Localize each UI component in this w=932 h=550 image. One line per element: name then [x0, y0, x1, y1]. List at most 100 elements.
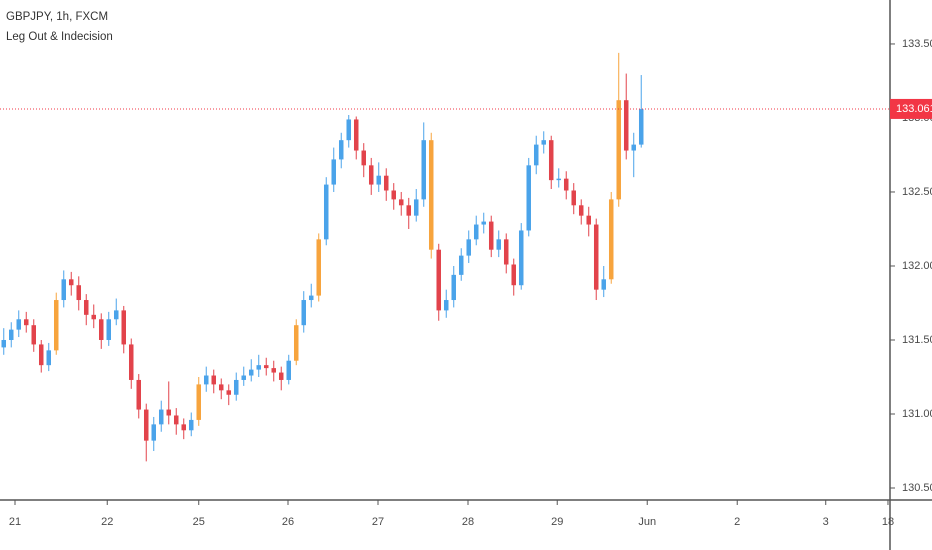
- candle-body: [331, 159, 336, 185]
- candle-body: [346, 119, 351, 141]
- candle-body: [113, 310, 119, 320]
- candle-body: [83, 300, 89, 315]
- candle-body: [518, 230, 524, 286]
- candle-body: [293, 325, 299, 361]
- candle-body: [188, 419, 194, 431]
- candle-body: [376, 175, 381, 185]
- candle-body: [203, 375, 209, 385]
- y-tick-label: 133.500: [902, 38, 932, 50]
- candle-body: [316, 239, 321, 296]
- candle-body: [173, 415, 179, 425]
- candle-body: [406, 205, 411, 216]
- candle-body: [488, 221, 494, 250]
- candle-body: [151, 424, 156, 441]
- candle-body: [271, 368, 276, 373]
- y-tick-label: 130.500: [902, 482, 932, 494]
- candle-body: [68, 279, 74, 286]
- candle-body: [278, 372, 284, 380]
- x-tick-label: 21: [9, 516, 21, 528]
- candle-body: [286, 360, 291, 380]
- candle-body: [616, 100, 621, 200]
- candle-body: [496, 239, 501, 250]
- candle-body: [541, 140, 546, 145]
- candle-body: [248, 369, 254, 376]
- candle-body: [548, 140, 554, 181]
- candle-body: [38, 344, 44, 366]
- candle-body: [106, 319, 111, 340]
- candle-body: [473, 224, 479, 240]
- x-tick-label: 25: [193, 516, 205, 528]
- candle-body: [391, 190, 396, 200]
- candle-body: [241, 375, 246, 380]
- candle-body: [361, 150, 366, 166]
- candle-body: [61, 279, 66, 301]
- y-tick-label: 132.000: [902, 260, 932, 272]
- candle-body: [301, 300, 306, 326]
- last-price-box: [890, 98, 932, 119]
- x-tick-label: 26: [282, 516, 294, 528]
- candle-body: [563, 178, 569, 191]
- y-tick-label: 131.000: [902, 408, 932, 420]
- candle-body: [451, 274, 456, 301]
- candle-body: [233, 379, 239, 395]
- candle-body: [458, 255, 464, 275]
- candle-body: [323, 184, 329, 240]
- candle-body: [353, 119, 359, 151]
- candle-body: [586, 215, 591, 225]
- x-tick-label: 27: [372, 516, 384, 528]
- candle-body: [8, 329, 14, 340]
- candle-body: [166, 409, 171, 416]
- candle-body: [428, 140, 434, 250]
- candle-body: [1, 339, 6, 348]
- candle-body: [631, 144, 636, 151]
- last-price-label: 133.061: [896, 103, 932, 115]
- candle-body: [443, 300, 449, 311]
- candle-body: [263, 365, 269, 369]
- x-tick-label: 28: [462, 516, 474, 528]
- candle-body: [98, 319, 104, 340]
- candle-body: [128, 344, 134, 380]
- x-tick-label: 3: [823, 516, 829, 528]
- candle-body: [368, 165, 374, 185]
- candle-body: [481, 221, 486, 225]
- x-tick-label: Jun: [638, 516, 656, 528]
- y-tick-label: 132.500: [902, 186, 932, 198]
- candle-body: [136, 379, 141, 410]
- candle-body: [421, 140, 426, 200]
- indicator-name: Leg Out & Indecision: [6, 31, 113, 43]
- x-tick-label: 18: [882, 516, 894, 528]
- candle-body: [143, 409, 149, 441]
- candle-body: [638, 109, 644, 145]
- candle-body: [211, 375, 216, 385]
- candle-body: [383, 175, 389, 191]
- candle-body: [308, 295, 314, 301]
- y-tick-label: 131.500: [902, 334, 932, 346]
- candle-body: [413, 199, 419, 216]
- candle-body: [571, 190, 576, 206]
- candle-body: [23, 319, 29, 326]
- candle-body: [218, 384, 224, 391]
- candle-body: [76, 285, 81, 301]
- x-tick-label: 2: [734, 516, 740, 528]
- candle-body: [578, 205, 584, 216]
- x-tick-label: 29: [551, 516, 563, 528]
- candle-body: [503, 239, 509, 265]
- candle-body: [196, 384, 201, 420]
- candle-body: [16, 319, 21, 330]
- candle-body: [511, 264, 516, 286]
- candle-body: [593, 224, 599, 290]
- candle-body: [556, 178, 561, 181]
- candle-body: [91, 314, 96, 320]
- candle-body: [181, 424, 186, 431]
- chart-title: GBPJPY, 1h, FXCM: [6, 11, 108, 23]
- candle-body: [601, 279, 606, 290]
- candle-body: [466, 239, 471, 256]
- candle-body: [53, 300, 59, 351]
- candle-body: [533, 144, 539, 166]
- candle-body: [256, 365, 261, 370]
- candle-body: [436, 249, 441, 311]
- candle-body: [398, 199, 404, 206]
- candle-body: [608, 199, 614, 280]
- candle-body: [623, 100, 629, 151]
